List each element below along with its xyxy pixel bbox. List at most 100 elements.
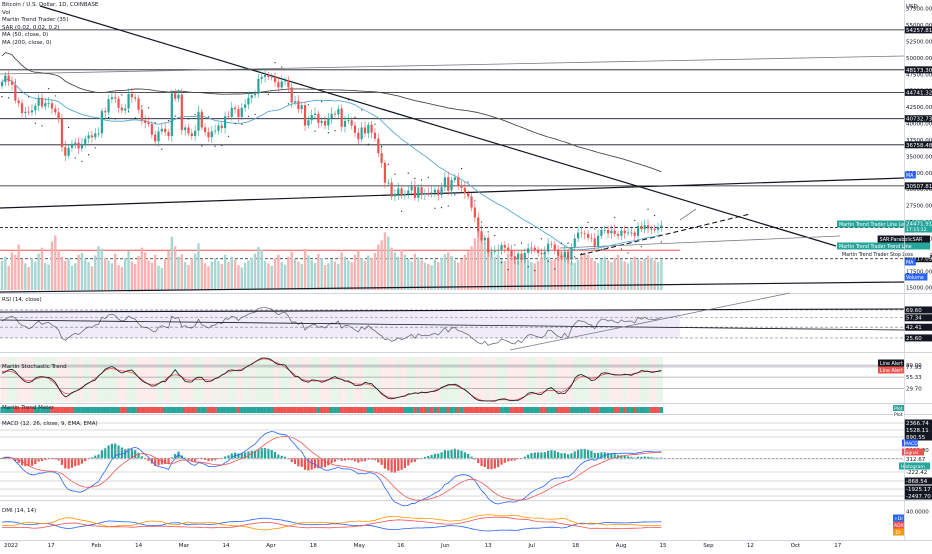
trend-meter-bar [449,407,454,413]
x-tick-label: 14 [223,543,230,549]
macd-histogram-bar [40,458,44,462]
candle-body [303,105,307,126]
sar-dot [447,205,449,207]
candle-body [240,107,243,117]
candle-body [170,93,173,137]
stoch-pane-label: Martin Stochastic Trend [2,364,67,370]
trend-meter-bar [359,407,364,413]
trend-meter-bar [293,407,297,413]
stoch-bg-bar [53,357,57,402]
candle-body [90,135,94,138]
stoch-bg-bar [316,357,321,402]
volume-bar [603,256,606,290]
macd-histogram-bar [124,449,127,459]
stoch-bg-bar [553,357,557,402]
stoch-bg-bar [546,357,550,402]
trend-meter-bar [603,407,607,413]
trend-meter-bar [233,407,237,413]
stoch-bg-bar [496,357,500,402]
candle-body [533,247,536,251]
rsi-trendline-3 [509,292,791,351]
stoch-bg-bar [120,357,124,402]
volume-bar [503,260,507,290]
price-tick-label: 32500.00 [906,171,932,177]
stoch-bg-bar [642,357,647,402]
candle-body [350,120,353,126]
sar-dot [414,177,416,179]
macd-histogram-bar [270,449,273,459]
macd-tick-label: -2497.70 [906,494,931,500]
sar-dot [640,246,642,248]
candle-body [190,133,193,137]
trend-meter-bar [60,407,64,413]
trend-meter-bar [329,407,334,413]
macd-histogram-bar [190,458,193,462]
stoch-bg-bar [559,357,564,402]
dmi-label-text: ADX [894,523,904,529]
stoch-bg-bar [519,357,524,402]
trend-meter-label-box [893,411,904,417]
candle-body [174,93,177,99]
stoch-bg-bar [406,357,410,402]
macd-histogram-bar [257,448,260,459]
trend-meter-bar [616,407,620,413]
trend-meter-label: Plot [894,412,903,418]
trend-meter-bar [40,407,44,413]
trend-meter-bar [496,407,500,413]
trend-meter-bar [649,407,654,413]
candle-body [583,233,586,235]
candle-body [204,127,207,133]
candle-body [357,132,360,140]
candle-body [463,187,466,194]
macd-histogram-bar [620,455,623,459]
candle-body [243,104,247,108]
sar-dot [381,145,383,148]
macd-histogram-bar [580,448,583,459]
macd-tick-label: -222.42 [906,470,927,476]
volume-bar [97,246,100,290]
volume-bar [460,259,463,290]
sar-dot [594,228,596,230]
ma-50-line [1,78,662,251]
volume-bar [80,253,84,290]
trend-meter-bar [103,407,107,413]
macd-histogram-bar [550,450,553,459]
trend-meter-bar [646,407,650,413]
candle-body [283,80,287,82]
candle-body [227,116,230,118]
volume-bar [107,260,110,290]
trend-meter-bar [473,407,477,413]
rsi-tick-label: 25.60 [906,336,922,342]
stoch-bg-bar [529,357,534,402]
price-level-label: 19417.09 [906,257,932,263]
volume-bar [480,234,483,290]
macd-histogram-bar [613,454,616,459]
volume-bar [500,259,503,290]
stoch-bg-bar [419,357,424,402]
stoch-bg-bar [656,357,660,402]
stoch-bg-bar [123,357,127,402]
macd-histogram-bar [130,449,133,459]
dmi-label-box [893,528,904,536]
rsi-tick-box [904,323,932,331]
candle-body [643,225,646,230]
candle-body [234,107,237,110]
candle-body [517,253,520,260]
macd-histogram-bar [520,458,523,459]
macd-histogram-bar [107,445,110,459]
macd-histogram-bar [210,458,213,461]
stoch-bg-bar [13,357,18,402]
stoch-bg-bar [223,357,227,402]
sar-dot [267,93,269,95]
trend-meter-bar [636,407,640,413]
trend-meter-bar [243,407,247,413]
trend-meter-bar [539,407,544,413]
stoch-bg-bar [416,357,420,402]
price-tick-label: 55000.00 [906,23,932,29]
price-tick-label: 35000.00 [906,154,932,160]
sar-dot [281,66,283,68]
volume-bar [407,259,410,290]
macd-histogram-bar [537,452,540,459]
macd-histogram-bar [433,453,436,459]
macd-histogram-bar [117,445,120,459]
